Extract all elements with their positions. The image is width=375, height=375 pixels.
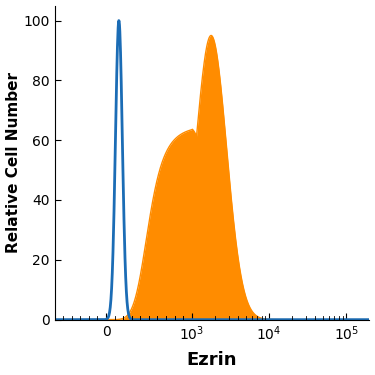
Y-axis label: Relative Cell Number: Relative Cell Number: [6, 72, 21, 253]
X-axis label: Ezrin: Ezrin: [187, 351, 237, 369]
